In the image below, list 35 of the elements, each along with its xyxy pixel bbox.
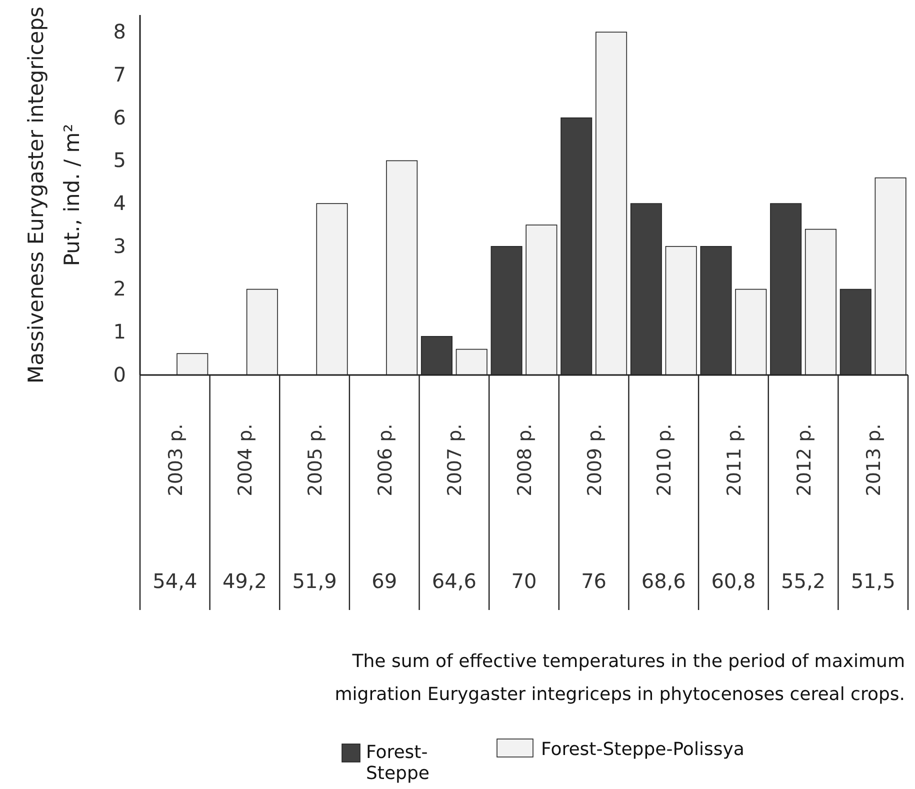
y-tick-label: 3 xyxy=(113,234,126,258)
y-tick-label: 0 xyxy=(113,362,126,386)
y-tick-label: 6 xyxy=(113,105,126,130)
text: 49,2 xyxy=(222,569,267,593)
x-tick-label: 2010 p. xyxy=(654,424,676,496)
text: 54,4 xyxy=(152,569,198,593)
text: 55,2 xyxy=(781,569,826,593)
y-tick-label: 5 xyxy=(113,148,126,172)
legend-label: Forest-Steppe-Polissya xyxy=(541,739,744,760)
x-tick-label: 2008 p. xyxy=(514,424,536,496)
x-tick-label: 2013 p. xyxy=(863,424,886,496)
x-tick-label: 2009 p. xyxy=(584,424,606,496)
y-tick-label: 2 xyxy=(113,276,126,301)
x-tick-label: 2012 p. xyxy=(793,424,816,496)
text: 68,6 xyxy=(641,569,686,593)
y-tick-label: 4 xyxy=(113,190,126,215)
text: 69 xyxy=(372,569,398,593)
text: 64,6 xyxy=(432,569,476,593)
x-tick-label: 2003 p. xyxy=(164,424,187,496)
y-axis-title: Massiveness Eurygaster integriceps Put., ind. / m² xyxy=(24,6,84,384)
text: The sum of effective temperatures in the period of maximum migration Eurygaster integriceps in phytocenoses cereal crops. xyxy=(334,651,905,705)
text: 51,5 xyxy=(850,569,896,593)
x-tick-label: 2007 p. xyxy=(444,424,466,496)
x-tick-label: 2005 p. xyxy=(304,424,327,496)
y-tick-label: 8 xyxy=(113,20,126,44)
text: 60,8 xyxy=(711,569,756,593)
x-tick-label: 2004 p. xyxy=(234,424,257,496)
text: 76 xyxy=(581,569,607,593)
text: 51,9 xyxy=(292,569,337,593)
text: 70 xyxy=(511,569,537,593)
legend-label: Forest-Steppe xyxy=(366,742,430,784)
y-tick-label: 1 xyxy=(113,320,126,344)
y-tick-label: 7 xyxy=(113,62,126,86)
x-tick-label: 2006 p. xyxy=(374,424,396,496)
x-tick-label: 2011 p. xyxy=(723,424,746,496)
